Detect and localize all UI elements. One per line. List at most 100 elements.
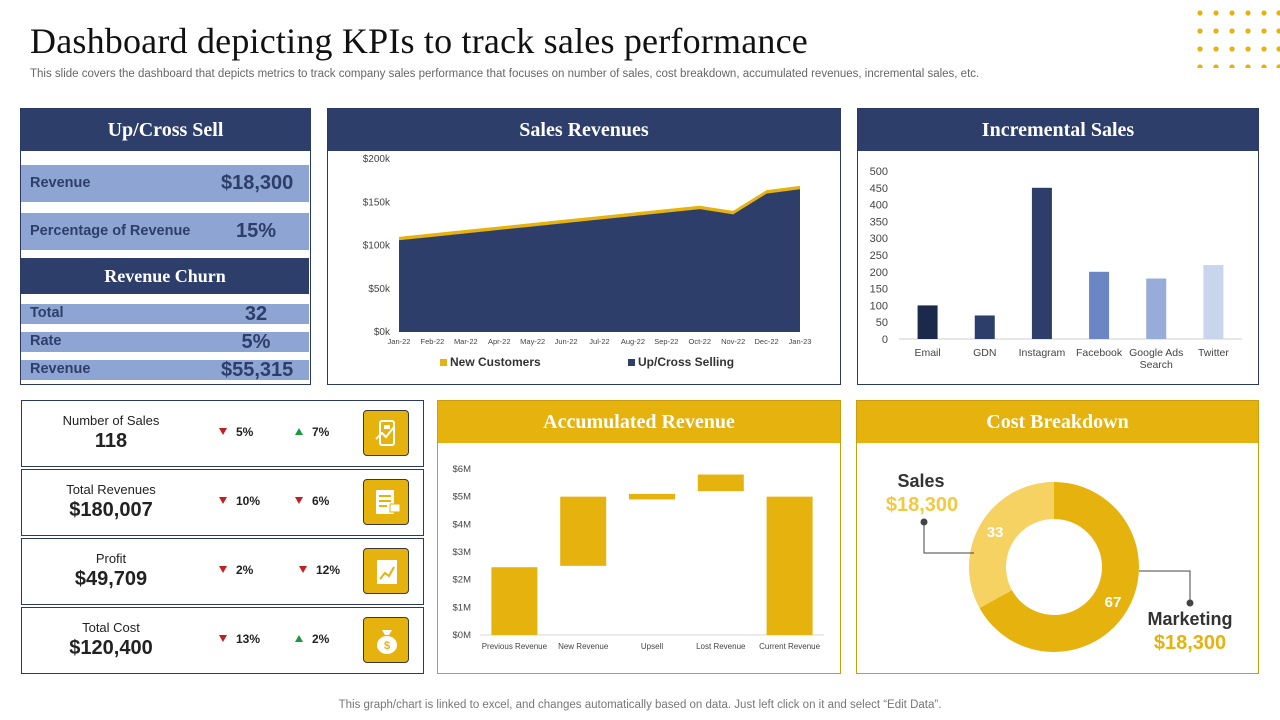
- churn-row-total: Total 32: [21, 303, 309, 325]
- x-tick-label: Jun-22: [555, 337, 578, 346]
- x-tick-label: Email: [914, 347, 940, 359]
- x-tick-label: Jul-22: [589, 337, 609, 346]
- churn-row-rate: Rate 5%: [21, 331, 309, 353]
- kpi-change-1: 10%: [219, 494, 260, 508]
- down-arrow-icon: [219, 635, 227, 642]
- churn-total-value: 32: [244, 303, 268, 325]
- waterfall-bar-3: [697, 474, 744, 492]
- churn-revenue-value: $55,315: [221, 359, 294, 381]
- down-arrow-icon: [299, 566, 307, 573]
- bar-2: [1031, 187, 1052, 339]
- revenue-churn-title: Revenue Churn: [21, 258, 309, 294]
- y-tick-label: $4M: [453, 519, 472, 530]
- down-arrow-icon: [219, 566, 227, 573]
- churn-total-label: Total: [30, 305, 64, 321]
- sales-amount: $18,300: [886, 494, 958, 516]
- up-cross-sell-panel: Up/Cross Sell Revenue $18,300 Percentage…: [20, 108, 311, 385]
- y-tick-label: 400: [870, 200, 888, 212]
- ucs-percentage-value: 15%: [236, 220, 277, 242]
- legend-swatch: [440, 359, 447, 366]
- y-tick-label: $200k: [363, 154, 391, 165]
- cost-breakdown-panel: Cost Breakdown 67 33 Sales $18,300 Marketing…: [856, 400, 1259, 674]
- kpi-card-total-revenues: Total Revenues $180,007 10% 6%: [21, 469, 424, 536]
- sales-label: Sales: [897, 471, 944, 491]
- churn-rate-value: 5%: [241, 331, 271, 353]
- legend-label: Up/Cross Selling: [638, 355, 734, 369]
- x-tick-label: Aug-22: [621, 337, 645, 346]
- incremental-sales-panel: Incremental Sales 0 50 100 150 200 250 300 350 4…: [857, 108, 1259, 385]
- kpi-value: 118: [94, 430, 128, 452]
- y-tick-label: $2M: [453, 575, 472, 586]
- churn-row-revenue: Revenue $55,315: [21, 359, 309, 381]
- y-tick-label: 350: [870, 216, 888, 228]
- kpi-change-1: 2%: [219, 563, 253, 577]
- svg-text:$: $: [384, 640, 390, 652]
- x-tick-label: Current Revenue: [759, 642, 820, 651]
- donut-slice-sales: [969, 482, 1054, 608]
- accumulated-revenue-panel: Accumulated Revenue $0M $1M $2M $3M $4M $5M $6…: [437, 400, 841, 674]
- x-tick-label: Facebook: [1076, 347, 1123, 359]
- slice-value-label: 33: [987, 524, 1004, 541]
- x-tick-label: GDN: [973, 347, 996, 359]
- up-arrow-icon: [295, 428, 303, 435]
- kpi-value: $120,400: [69, 637, 153, 659]
- x-tick-label: Instagram: [1019, 347, 1066, 359]
- kpi-name: Profit: [95, 551, 127, 566]
- down-arrow-icon: [295, 497, 303, 504]
- donut-slice-marketing: [979, 482, 1139, 652]
- x-tick-label: Jan-23: [789, 337, 812, 346]
- y-tick-label: $0k: [374, 327, 391, 338]
- up-cross-sell-title: Up/Cross Sell: [21, 109, 310, 151]
- ucs-revenue-value: $18,300: [221, 172, 294, 194]
- y-tick-label: 300: [870, 233, 888, 245]
- kpi-name: Number of Sales: [62, 413, 160, 428]
- sales-revenues-title: Sales Revenues: [328, 109, 840, 151]
- kpi-change-2: 7%: [295, 425, 329, 439]
- accumulated-revenue-title: Accumulated Revenue: [438, 401, 840, 443]
- waterfall-bar-1: [560, 496, 607, 566]
- cost-breakdown-chart: 67 33 Sales $18,300 Marketing $18,300: [886, 471, 1233, 654]
- incremental-sales-title: Incremental Sales: [858, 109, 1258, 151]
- x-tick-label: Previous Revenue: [482, 642, 548, 651]
- sales-leader-dot: [920, 518, 928, 526]
- kpi-value: $49,709: [74, 568, 148, 590]
- y-tick-label: $5M: [453, 492, 472, 503]
- x-tick-label: Google Ads Search: [1129, 347, 1183, 371]
- x-tick-label: Nov-22: [721, 337, 745, 346]
- y-tick-label: 50: [876, 317, 888, 329]
- down-arrow-icon: [219, 428, 227, 435]
- y-tick-label: $3M: [453, 547, 472, 558]
- x-tick-label: Oct-22: [688, 337, 711, 346]
- marketing-leader-dot: [1186, 599, 1194, 607]
- y-tick-label: 500: [870, 166, 888, 178]
- y-tick-label: 0: [882, 334, 888, 346]
- footer-note: This graph/chart is linked to excel, and…: [338, 699, 942, 711]
- bar-1: [974, 315, 995, 339]
- y-tick-label: $6M: [453, 464, 472, 475]
- bar-0: [917, 305, 938, 339]
- slice-value-label: 67: [1105, 594, 1122, 611]
- ucs-percentage-row: Percentage of Revenue 15%: [21, 213, 309, 250]
- y-tick-label: 250: [870, 250, 888, 262]
- kpi-change-2: 2%: [295, 632, 329, 646]
- kpi-change-1: 13%: [219, 632, 260, 646]
- accumulated-revenue-chart: $0M $1M $2M $3M $4M $5M $6M Previous Revenue New…: [453, 464, 824, 651]
- churn-rate-label: Rate: [30, 333, 62, 349]
- x-tick-label: Feb-22: [421, 337, 445, 346]
- kpi-change-1: 5%: [219, 425, 253, 439]
- x-tick-label: Sep-22: [654, 337, 678, 346]
- x-tick-label: May-22: [520, 337, 545, 346]
- x-tick-label: Dec-22: [754, 337, 778, 346]
- x-tick-label: Twitter: [1198, 347, 1229, 359]
- kpi-card-number-of-sales: Number of Sales 118 5% 7%: [21, 400, 424, 467]
- kpi-card-profit: Profit $49,709 2% 12%: [21, 538, 424, 605]
- sales-leader-line: [923, 522, 974, 554]
- y-tick-label: $100k: [363, 241, 391, 252]
- up-arrow-icon: [295, 635, 303, 642]
- legend-swatch: [628, 359, 635, 366]
- y-tick-label: 100: [870, 300, 888, 312]
- page-subtitle: This slide covers the dashboard that dep…: [30, 68, 980, 80]
- marketing-label: Marketing: [1147, 609, 1232, 629]
- kpi-name: Total Revenues: [66, 482, 156, 497]
- legend-label: New Customers: [450, 355, 541, 369]
